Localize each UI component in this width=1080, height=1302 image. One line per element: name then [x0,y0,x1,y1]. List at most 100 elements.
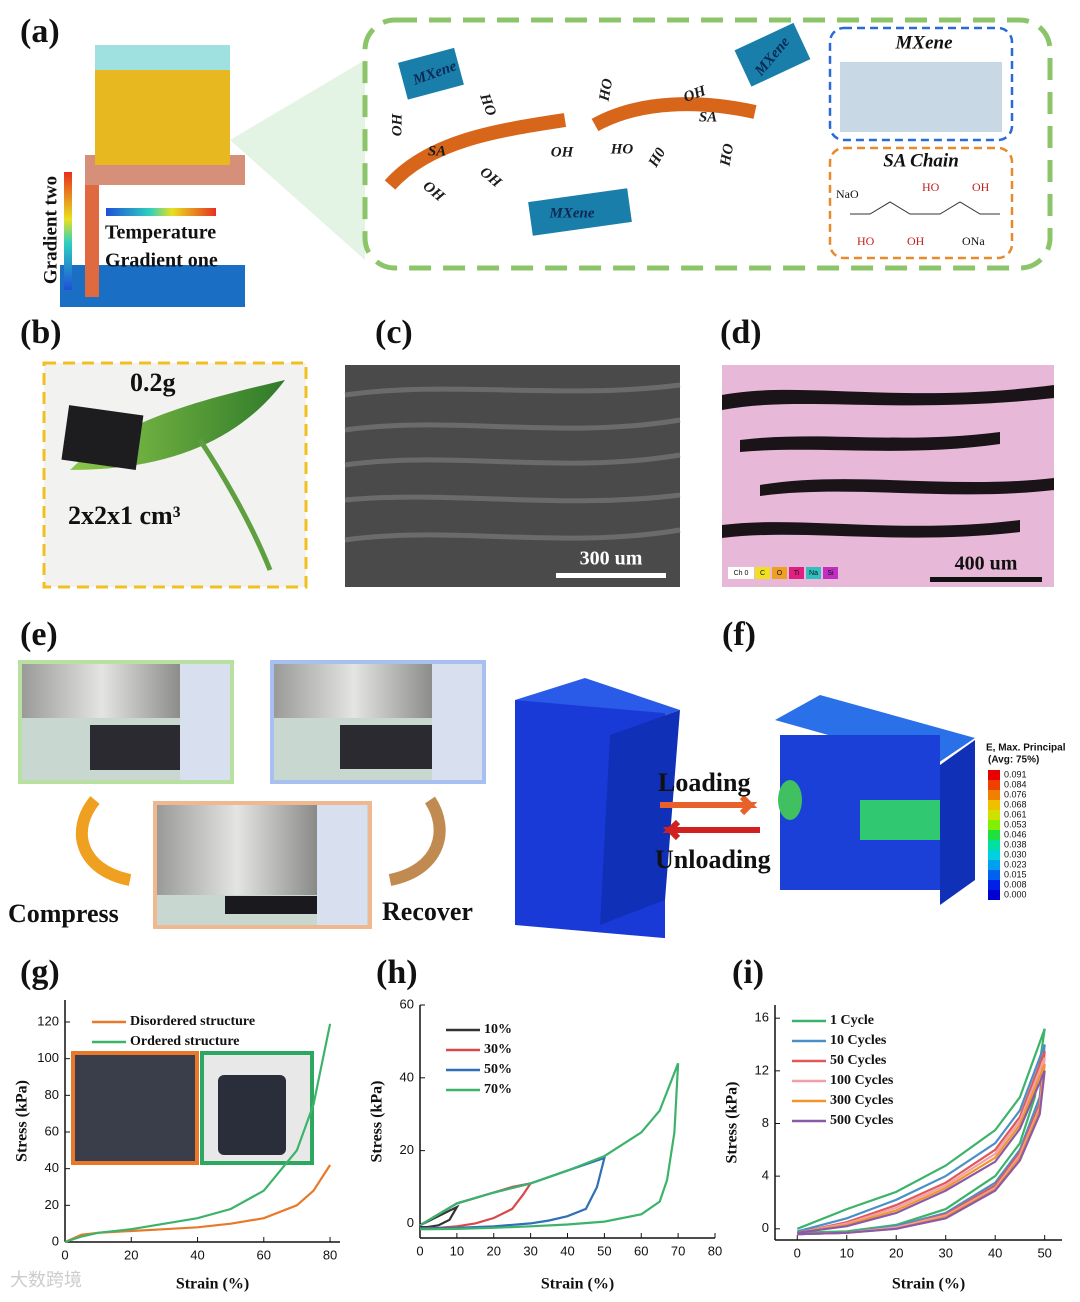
scale-swatch [988,830,1000,840]
legend-label: O [777,570,783,577]
legend-label: 70% [484,1082,512,1097]
legend-label: 50% [484,1062,512,1077]
panel-label: (a) [20,13,60,50]
legend-label: Si [827,570,834,577]
legend-label: 10% [484,1022,512,1037]
label: HO [596,77,616,103]
y-tick-label: 0 [52,1233,59,1248]
y-tick-label: 8 [762,1115,769,1130]
label: HO [476,91,499,119]
data-line [419,1181,533,1230]
mxene-sheet [528,188,632,236]
data-line [797,1070,1046,1236]
text: Gradient one [105,250,218,272]
y-axis-label: Stress (kPa) [724,1082,741,1164]
scale-label: 0.008 [1004,879,1027,889]
legend-label: Ti [794,570,800,577]
label: OH [420,178,449,206]
x-tick-label: 50 [1037,1245,1051,1260]
box-title: SA Chain [883,150,959,171]
data-line [64,1023,332,1244]
y-tick-label: 4 [762,1168,769,1183]
legend-label: 30% [484,1042,512,1057]
x-tick-label: 20 [487,1243,501,1258]
panel-label: (f) [722,616,756,653]
label: HO [717,142,737,168]
legend-label: 50 Cycles [830,1053,887,1068]
zoom-box [362,17,1053,271]
legend-swatch [789,567,804,579]
data-line [419,1062,680,1231]
scale-swatch [988,890,1000,900]
scale-swatch [988,800,1000,810]
box-title: MXene [895,32,954,53]
scale-swatch [988,770,1000,780]
legend-swatch [772,567,787,579]
y-tick-label: 16 [755,1010,769,1025]
data-line [797,1063,1046,1236]
x-axis-label: Strain (%) [892,1276,965,1293]
scale-label: 0.091 [1004,769,1027,779]
panel-label: (e) [20,616,58,653]
x-tick-label: 0 [794,1245,801,1260]
y-tick-label: 40 [45,1160,59,1175]
x-tick-label: 0 [61,1247,68,1262]
scale-label: 0.084 [1004,779,1027,789]
sa-chain [591,97,757,132]
y-tick-label: 100 [37,1050,59,1065]
scale-label: 0.053 [1004,819,1027,829]
chem-label: HO [857,234,875,248]
scale-label: 0.076 [1004,789,1027,799]
legend-label: 100 Cycles [830,1073,894,1088]
scale-swatch [988,850,1000,860]
scale-label: 0.030 [1004,849,1027,859]
y-axis-label: Stress (kPa) [14,1080,31,1162]
scale-bar [556,573,666,578]
mxene-lattice [840,62,1002,132]
legend-swatch [823,567,838,579]
scale-label: 0.068 [1004,799,1027,809]
scale-label: 300 um [580,548,643,570]
chem-label: ONa [962,234,985,248]
y-tick-label: 120 [37,1013,59,1028]
arrow [662,819,760,841]
fem-model [775,695,975,905]
inset-sample [218,1075,286,1155]
photo-frame [18,660,486,929]
scale-label: 0.000 [1004,889,1027,899]
y-tick-label: 0 [762,1220,769,1235]
text: Temperature [105,222,216,244]
scale-label: 0.061 [1004,809,1027,819]
columns-top [95,45,230,70]
y-tick-label: 60 [400,996,414,1011]
text: 0.2g [130,368,176,397]
x-tick-label: 40 [988,1245,1002,1260]
color-scale: 0.0910.0840.0760.0680.0610.0530.0460.038… [988,769,1027,900]
scale-swatch [988,820,1000,830]
chem-label: OH [972,180,990,194]
stem [197,438,273,571]
legend-label: C [760,570,765,577]
data-line [419,1204,460,1229]
scale-swatch [988,790,1000,800]
chem-label: HO [922,180,940,194]
y-tick-label: 12 [755,1062,769,1077]
legend-label: Ordered structure [130,1034,240,1049]
stage-leg [85,185,99,297]
label: H0 [645,145,669,171]
x-tick-label: 60 [634,1243,648,1258]
y-tick-label: 80 [45,1087,59,1102]
label: SA [699,109,717,125]
chem-label: NaO [836,187,859,201]
chem-label: OH [907,234,925,248]
scale-bar [930,577,1042,582]
x-axis-label: Strain (%) [176,1276,249,1293]
legend-label: 500 Cycles [830,1113,894,1128]
label: OH [681,83,709,106]
gradient-arrow [106,208,216,216]
legend-label: 10 Cycles [830,1033,887,1048]
text: Gradient two [40,176,61,284]
y-tick-label: 40 [400,1069,414,1084]
watermark: 大数跨境 [10,1270,82,1291]
